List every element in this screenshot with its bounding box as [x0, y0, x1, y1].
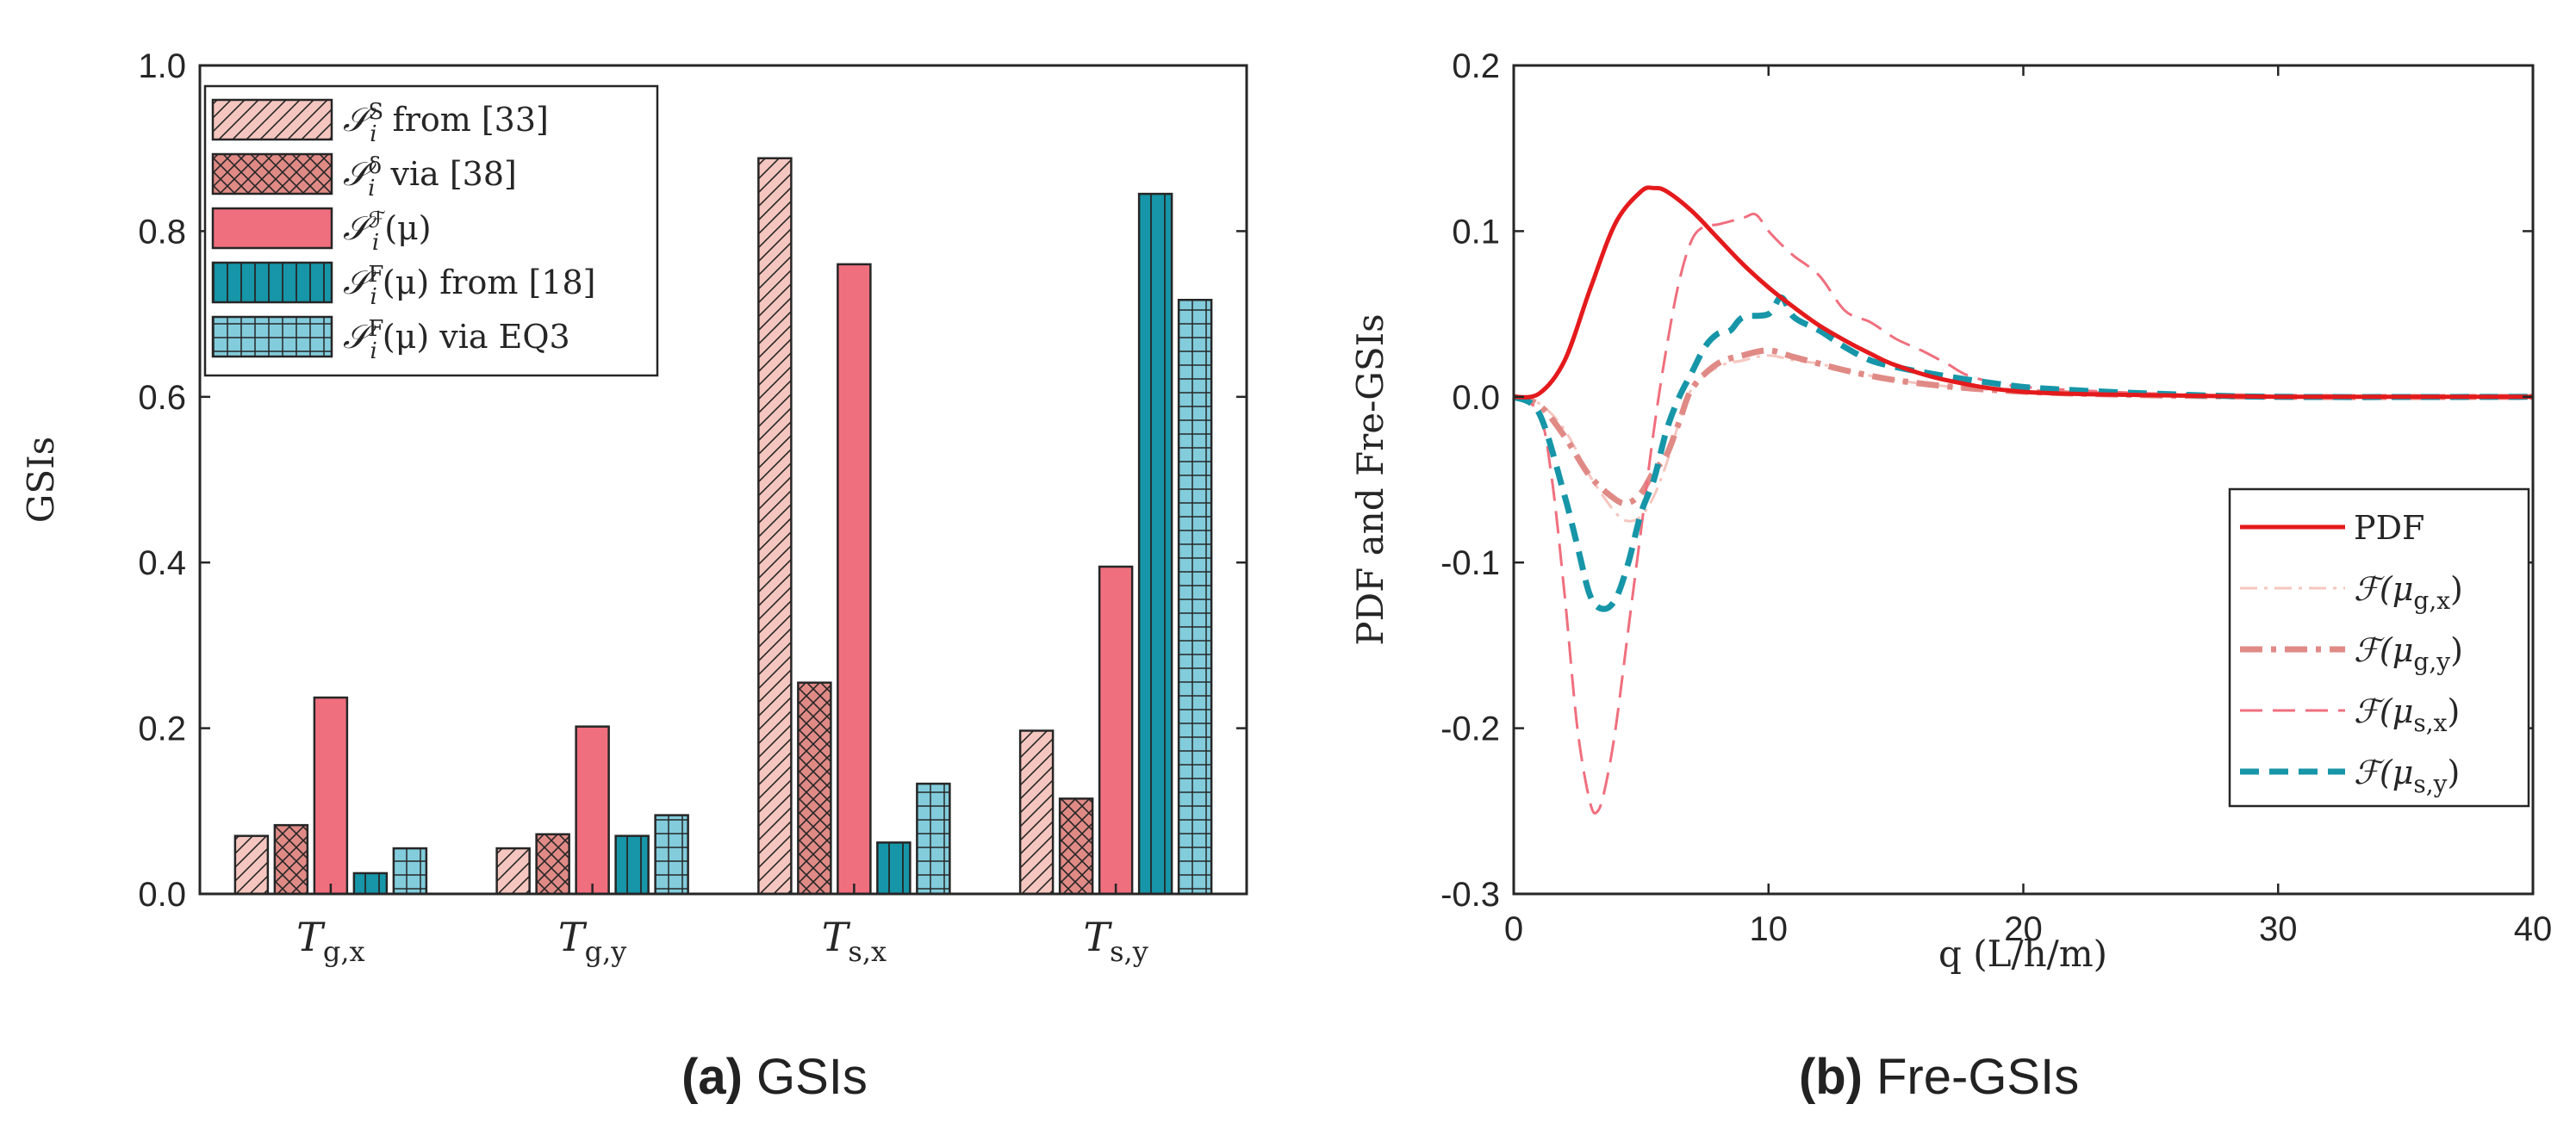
series-line-3 — [1512, 347, 2534, 507]
bar-1-2 — [495, 847, 531, 896]
bar-5-2 — [654, 814, 689, 896]
legend: 𝒮S i from [33]𝒮δ i via [38]𝒮ℱ i (μ)𝒮F i (μ) fr… — [203, 84, 659, 377]
x-tick-label: 20 — [2004, 910, 2043, 948]
x-tick-label: 30 — [2259, 910, 2298, 948]
y-tick-label: 0.8 — [138, 213, 186, 251]
bar-3-1 — [313, 696, 349, 896]
series-line-1 — [1513, 185, 2533, 400]
legend-box — [2228, 487, 2530, 808]
bar-5-3 — [916, 782, 951, 896]
bar-4-1 — [352, 872, 389, 896]
legend-label: ℱ(μg,x) — [2354, 570, 2463, 615]
x-category-label: Ts,x — [822, 914, 887, 968]
caption-a: (a) GSIs — [681, 1049, 868, 1105]
y-tick-label: -0.3 — [1440, 876, 1500, 914]
bar-group — [233, 157, 1213, 896]
y-tick-label: 0.1 — [1452, 213, 1500, 251]
legend-label: PDF — [2354, 509, 2424, 547]
panel-a-bar-chart: 0.0 0.2 0.4 0.6 0.8 1.0 Tg,x Tg,y Ts,x Ts,y GSIs… — [20, 47, 1248, 1105]
x-axis-ticks: 0 10 20 30 40 — [1504, 65, 2552, 948]
plot-frame — [198, 64, 1248, 896]
bar-2-3 — [797, 681, 832, 896]
caption-text: Fre-GSIs — [1876, 1049, 2079, 1105]
bar-2-2 — [535, 833, 570, 896]
line-group — [1512, 185, 2534, 815]
y-tick-label: 0.2 — [1452, 47, 1500, 85]
y-tick-label: 0.4 — [138, 544, 186, 582]
caption-label: (a) — [681, 1049, 743, 1105]
bar-3-4 — [1098, 565, 1134, 896]
bar-2-4 — [1058, 797, 1094, 896]
x-tick-label: 10 — [1750, 910, 1789, 948]
x-tick-label: 0 — [1504, 910, 1523, 948]
bar-1-3 — [757, 157, 793, 896]
panel-b-line-chart: -0.3 -0.2 -0.1 0.0 0.1 0.2 0 10 20 30 40 PDF and … — [1349, 47, 2552, 1105]
legend-label: 𝒮S i from [33] — [343, 99, 549, 147]
legend-swatch — [211, 98, 333, 141]
bar-4-4 — [1137, 192, 1173, 896]
y-axis-label: GSIs — [20, 437, 62, 523]
legend-label: 𝒮F i (μ) via EQ3 — [343, 316, 570, 364]
bar-1-1 — [233, 834, 270, 896]
caption-label: (b) — [1799, 1049, 1863, 1105]
bar-4-3 — [876, 841, 912, 896]
y-tick-label: 1.0 — [138, 47, 186, 85]
y-tick-label: 0.2 — [138, 710, 186, 748]
bar-2-1 — [273, 823, 309, 896]
bar-1-4 — [1018, 729, 1055, 896]
y-tick-label: 0.6 — [138, 379, 186, 417]
x-axis-label: q (L/h/m) — [1938, 933, 2107, 975]
y-tick-label: 0.0 — [1452, 379, 1500, 417]
bar-5-4 — [1177, 298, 1213, 896]
legend-label: ℱ(μs,y) — [2354, 754, 2460, 798]
bar-4-2 — [614, 834, 650, 896]
x-category-label: Ts,y — [1083, 914, 1148, 968]
x-axis-categories: Tg,x Tg,y Ts,x Ts,y — [296, 884, 1148, 968]
legend-swatch — [211, 207, 333, 250]
series-line-4 — [1513, 212, 2534, 815]
bar-3-2 — [575, 725, 610, 896]
legend-label: ℱ(μg,y) — [2354, 631, 2463, 676]
legend-label: 𝒮δ i via [38] — [343, 153, 517, 202]
legend-swatch — [211, 315, 333, 358]
y-axis-ticks: -0.3 -0.2 -0.1 0.0 0.1 0.2 — [1440, 47, 2533, 914]
x-category-label: Tg,x — [296, 914, 364, 968]
y-axis-label: PDF and Fre-GSIs — [1349, 313, 1391, 646]
caption-b: (b) Fre-GSIs — [1799, 1049, 2079, 1105]
y-tick-label: -0.2 — [1440, 710, 1500, 748]
legend-label: 𝒮F i (μ) from [18] — [343, 262, 595, 310]
legend-swatch — [211, 261, 333, 304]
caption-text: GSIs — [756, 1049, 868, 1105]
y-tick-label: 0.0 — [138, 876, 186, 914]
legend-label: ℱ(μs,x) — [2354, 692, 2460, 737]
bar-3-3 — [837, 263, 872, 896]
legend: PDF ℱ(μg,x) ℱ(μg,y) ℱ(μs,x) ℱ(μs,y) — [2228, 487, 2530, 808]
x-category-label: Tg,y — [558, 914, 626, 968]
x-tick-label: 40 — [2514, 910, 2553, 948]
legend-swatch — [211, 152, 333, 195]
series-line-5 — [1512, 294, 2534, 612]
bar-5-1 — [392, 847, 428, 896]
y-axis-ticks: 0.0 0.2 0.4 0.6 0.8 1.0 — [138, 47, 1247, 914]
y-tick-label: -0.1 — [1440, 544, 1500, 582]
